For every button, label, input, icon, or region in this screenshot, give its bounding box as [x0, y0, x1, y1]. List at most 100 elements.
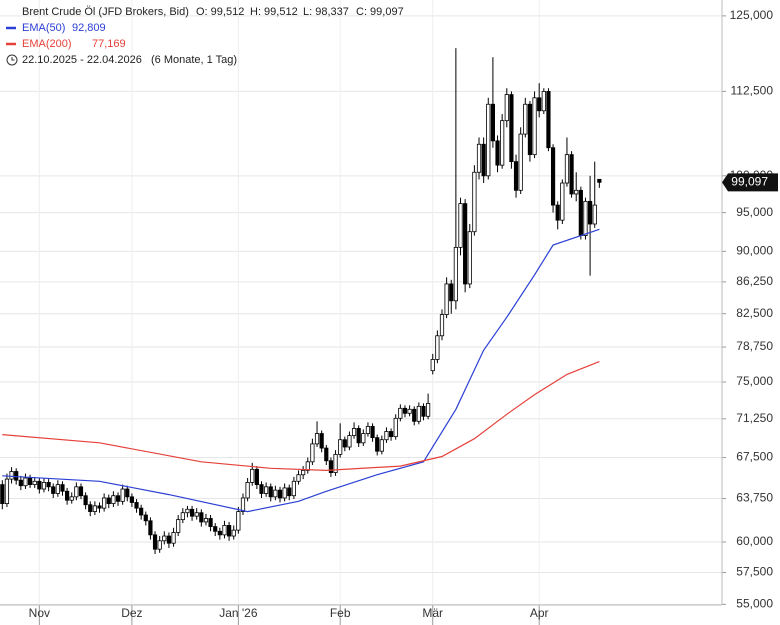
- legend-label: EMA(50): [22, 22, 65, 34]
- candle-body: [199, 512, 204, 523]
- candle-body: [194, 512, 199, 517]
- candle-body: [338, 439, 343, 455]
- candle-body: [426, 402, 431, 417]
- candle-body: [166, 535, 172, 544]
- candle-body: [0, 484, 5, 505]
- candle-body: [370, 425, 375, 439]
- y-tick-label: 67,500: [736, 450, 773, 464]
- candle-body: [4, 478, 10, 505]
- candle-body: [226, 525, 232, 537]
- y-tick-label: 90,000: [736, 244, 773, 258]
- candle-body: [453, 246, 458, 302]
- ohlc-high: H: 99,512: [250, 6, 298, 18]
- candle-body: [106, 497, 111, 505]
- candle-body: [430, 359, 435, 372]
- candle-body: [444, 283, 449, 315]
- candle-body: [541, 91, 546, 112]
- candle-body: [532, 97, 537, 156]
- candle-body: [55, 484, 60, 494]
- candle-body: [282, 487, 287, 499]
- y-tick-label: 78,750: [736, 339, 773, 353]
- period: 22.10.2025 - 22.04.2026: [22, 54, 142, 66]
- candle-body: [120, 488, 125, 502]
- legend-label: EMA(200): [22, 38, 72, 50]
- candle-body: [46, 482, 51, 488]
- candle-body: [102, 497, 107, 509]
- candle-body: [9, 471, 14, 480]
- candle-body: [472, 171, 477, 233]
- last-price-badge: [722, 173, 778, 192]
- candle-body: [495, 140, 500, 166]
- candle-body: [319, 433, 324, 449]
- candle-body: [250, 468, 255, 483]
- candle-body: [439, 314, 445, 337]
- candle-body: [176, 519, 181, 533]
- candle-body: [328, 460, 334, 473]
- y-tick-label: 63,750: [736, 491, 773, 505]
- candle-body: [578, 189, 583, 236]
- candle-body: [291, 480, 296, 497]
- candle-body: [143, 514, 148, 522]
- y-tick-label: 57,500: [736, 565, 773, 579]
- candle-body: [310, 443, 315, 463]
- candle-body: [407, 408, 412, 414]
- candle-body: [509, 94, 514, 163]
- clock-icon: [6, 54, 18, 66]
- candle-body: [32, 480, 37, 486]
- candle-body: [416, 405, 421, 422]
- period-note: (6 Monate, 1 Tag): [151, 54, 237, 66]
- candle-body: [37, 480, 42, 490]
- candle-body: [518, 133, 523, 191]
- x-tick-label: Feb: [330, 606, 351, 620]
- ohlc-open: O: 99,512: [196, 6, 244, 18]
- candle-body: [467, 231, 472, 285]
- candle-body: [264, 486, 269, 494]
- candle-body: [449, 283, 454, 302]
- candle-body: [560, 182, 565, 221]
- candle-body: [537, 97, 542, 112]
- y-tick-label: 82,500: [736, 306, 773, 320]
- candle-body: [162, 535, 167, 542]
- clock-hands: [11, 57, 15, 61]
- candle-body: [458, 203, 463, 248]
- candle-body: [412, 408, 417, 422]
- y-tick-label: 112,500: [731, 84, 774, 98]
- candle-body: [240, 497, 246, 512]
- candle-body: [500, 120, 505, 166]
- candle-body: [115, 495, 121, 502]
- header: Brent Crude Öl (JFD Brokers, Bid) O: 99,…: [6, 6, 404, 66]
- candle-body: [421, 405, 426, 417]
- candle-body: [333, 453, 338, 473]
- x-tick-label: Jan '26: [219, 606, 258, 620]
- candle-body: [203, 518, 209, 523]
- candle-body: [92, 505, 97, 512]
- x-tick-label: Apr: [530, 606, 549, 620]
- candle-body: [139, 507, 144, 516]
- candle-body: [254, 468, 259, 486]
- candle-body: [171, 532, 176, 544]
- y-tick-label: 75,000: [736, 374, 773, 388]
- candle-body: [69, 496, 74, 501]
- candle-body: [555, 204, 560, 221]
- candle-body: [527, 103, 533, 156]
- candle-body: [375, 437, 380, 452]
- legend-value: 92,809: [72, 22, 106, 34]
- candle-body: [583, 200, 588, 236]
- candle-body: [550, 147, 556, 206]
- candle-body: [27, 477, 33, 486]
- candle-body: [301, 470, 306, 476]
- candle-body: [481, 143, 486, 177]
- ohlc-low: L: 98,337: [303, 6, 349, 18]
- candle-body: [157, 540, 162, 550]
- candle-body: [180, 512, 185, 521]
- x-tick-label: Nov: [29, 606, 50, 620]
- candle-body: [134, 502, 139, 509]
- candle-body: [592, 204, 597, 225]
- candle-body: [523, 103, 528, 135]
- candle-body: [564, 154, 570, 184]
- candle-body: [342, 439, 347, 448]
- candle-body: [574, 189, 579, 195]
- candle-body: [287, 487, 292, 497]
- candle-body: [398, 407, 403, 419]
